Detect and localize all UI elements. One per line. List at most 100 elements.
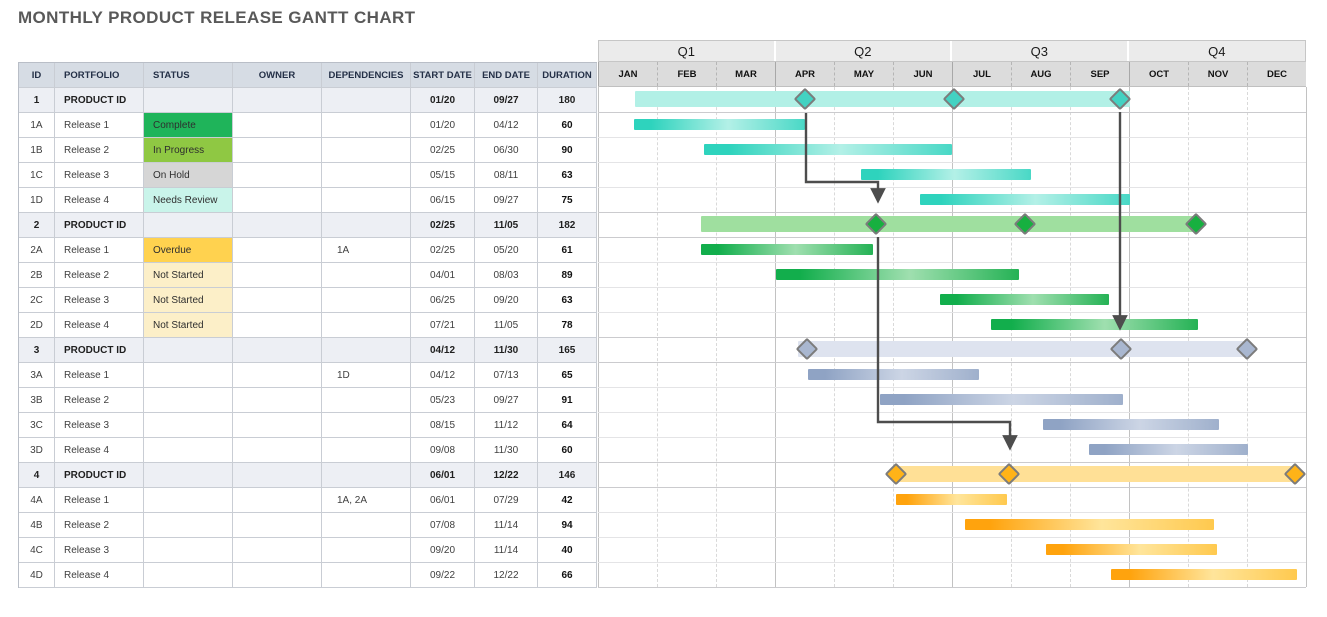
cell-portfolio-2C[interactable]: Release 3	[55, 288, 144, 313]
cell-duration-3B[interactable]: 91	[538, 388, 597, 413]
cell-status-2[interactable]	[144, 213, 233, 238]
cell-dependencies-1D[interactable]	[322, 188, 411, 213]
month-may[interactable]: MAY	[834, 62, 893, 86]
cell-owner-2[interactable]	[233, 213, 322, 238]
cell-owner-3C[interactable]	[233, 413, 322, 438]
cell-portfolio-1[interactable]: PRODUCT ID	[55, 88, 144, 113]
cell-status-3B[interactable]	[144, 388, 233, 413]
month-nov[interactable]: NOV	[1188, 62, 1247, 86]
cell-status-2B[interactable]: Not Started	[144, 263, 233, 288]
col-header-id[interactable]: ID	[19, 63, 55, 88]
cell-start-date-2C[interactable]: 06/25	[411, 288, 475, 313]
cell-duration-4B[interactable]: 94	[538, 513, 597, 538]
cell-portfolio-3D[interactable]: Release 4	[55, 438, 144, 463]
cell-portfolio-3A[interactable]: Release 1	[55, 363, 144, 388]
cell-status-4D[interactable]	[144, 563, 233, 588]
gantt-bar-1D[interactable]	[920, 194, 1131, 205]
cell-dependencies-3B[interactable]	[322, 388, 411, 413]
cell-start-date-1A[interactable]: 01/20	[411, 113, 475, 138]
cell-start-date-1[interactable]: 01/20	[411, 88, 475, 113]
cell-id-4C[interactable]: 4C	[19, 538, 55, 563]
quarter-q3[interactable]: Q3	[952, 41, 1129, 61]
cell-end-date-2[interactable]: 11/05	[475, 213, 538, 238]
month-dec[interactable]: DEC	[1247, 62, 1306, 86]
cell-status-2D[interactable]: Not Started	[144, 313, 233, 338]
month-aug[interactable]: AUG	[1011, 62, 1070, 86]
cell-start-date-3A[interactable]: 04/12	[411, 363, 475, 388]
cell-start-date-1C[interactable]: 05/15	[411, 163, 475, 188]
cell-end-date-1A[interactable]: 04/12	[475, 113, 538, 138]
cell-status-4[interactable]	[144, 463, 233, 488]
cell-id-1C[interactable]: 1C	[19, 163, 55, 188]
cell-start-date-4C[interactable]: 09/20	[411, 538, 475, 563]
month-sep[interactable]: SEP	[1070, 62, 1129, 86]
cell-duration-1C[interactable]: 63	[538, 163, 597, 188]
cell-end-date-4B[interactable]: 11/14	[475, 513, 538, 538]
cell-start-date-3B[interactable]: 05/23	[411, 388, 475, 413]
cell-owner-4[interactable]	[233, 463, 322, 488]
cell-dependencies-4C[interactable]	[322, 538, 411, 563]
cell-dependencies-2B[interactable]	[322, 263, 411, 288]
gantt-bar-3B[interactable]	[879, 394, 1124, 405]
gantt-bar-1B[interactable]	[704, 144, 952, 155]
cell-portfolio-2B[interactable]: Release 2	[55, 263, 144, 288]
cell-end-date-3B[interactable]: 09/27	[475, 388, 538, 413]
cell-end-date-4A[interactable]: 07/29	[475, 488, 538, 513]
cell-id-1A[interactable]: 1A	[19, 113, 55, 138]
cell-duration-1D[interactable]: 75	[538, 188, 597, 213]
cell-owner-4A[interactable]	[233, 488, 322, 513]
cell-id-2A[interactable]: 2A	[19, 238, 55, 263]
col-header-end-date[interactable]: END DATE	[475, 63, 538, 88]
cell-duration-1B[interactable]: 90	[538, 138, 597, 163]
cell-duration-2A[interactable]: 61	[538, 238, 597, 263]
month-oct[interactable]: OCT	[1129, 62, 1188, 86]
gantt-bar-3C[interactable]	[1043, 419, 1219, 430]
cell-end-date-3A[interactable]: 07/13	[475, 363, 538, 388]
cell-duration-3D[interactable]: 60	[538, 438, 597, 463]
cell-portfolio-2[interactable]: PRODUCT ID	[55, 213, 144, 238]
cell-end-date-2C[interactable]: 09/20	[475, 288, 538, 313]
cell-status-2C[interactable]: Not Started	[144, 288, 233, 313]
col-header-dependencies[interactable]: DEPENDENCIES	[322, 63, 411, 88]
cell-dependencies-1[interactable]	[322, 88, 411, 113]
cell-duration-3A[interactable]: 65	[538, 363, 597, 388]
cell-duration-2[interactable]: 182	[538, 213, 597, 238]
cell-owner-2D[interactable]	[233, 313, 322, 338]
cell-dependencies-4B[interactable]	[322, 513, 411, 538]
cell-end-date-3[interactable]: 11/30	[475, 338, 538, 363]
col-header-duration[interactable]: DURATION	[538, 63, 597, 88]
gantt-bar-1A[interactable]	[634, 119, 805, 130]
cell-status-1[interactable]	[144, 88, 233, 113]
cell-portfolio-3B[interactable]: Release 2	[55, 388, 144, 413]
cell-dependencies-1A[interactable]	[322, 113, 411, 138]
cell-start-date-4B[interactable]: 07/08	[411, 513, 475, 538]
cell-id-1B[interactable]: 1B	[19, 138, 55, 163]
cell-end-date-1[interactable]: 09/27	[475, 88, 538, 113]
cell-dependencies-2A[interactable]: 1A	[322, 238, 411, 263]
cell-id-3[interactable]: 3	[19, 338, 55, 363]
cell-owner-3B[interactable]	[233, 388, 322, 413]
cell-id-3D[interactable]: 3D	[19, 438, 55, 463]
cell-dependencies-3C[interactable]	[322, 413, 411, 438]
cell-owner-3D[interactable]	[233, 438, 322, 463]
cell-end-date-4[interactable]: 12/22	[475, 463, 538, 488]
cell-id-4D[interactable]: 4D	[19, 563, 55, 588]
cell-id-4A[interactable]: 4A	[19, 488, 55, 513]
cell-end-date-3D[interactable]: 11/30	[475, 438, 538, 463]
cell-duration-3[interactable]: 165	[538, 338, 597, 363]
cell-id-2[interactable]: 2	[19, 213, 55, 238]
cell-dependencies-4D[interactable]	[322, 563, 411, 588]
gantt-bar-3[interactable]	[797, 341, 1246, 357]
cell-portfolio-4C[interactable]: Release 3	[55, 538, 144, 563]
cell-portfolio-4B[interactable]: Release 2	[55, 513, 144, 538]
cell-duration-4[interactable]: 146	[538, 463, 597, 488]
cell-end-date-1D[interactable]: 09/27	[475, 188, 538, 213]
month-jan[interactable]: JAN	[598, 62, 657, 86]
cell-id-2D[interactable]: 2D	[19, 313, 55, 338]
quarter-q1[interactable]: Q1	[599, 41, 776, 61]
cell-owner-3[interactable]	[233, 338, 322, 363]
quarter-q2[interactable]: Q2	[775, 41, 952, 61]
cell-owner-2B[interactable]	[233, 263, 322, 288]
cell-start-date-2[interactable]: 02/25	[411, 213, 475, 238]
cell-start-date-3[interactable]: 04/12	[411, 338, 475, 363]
